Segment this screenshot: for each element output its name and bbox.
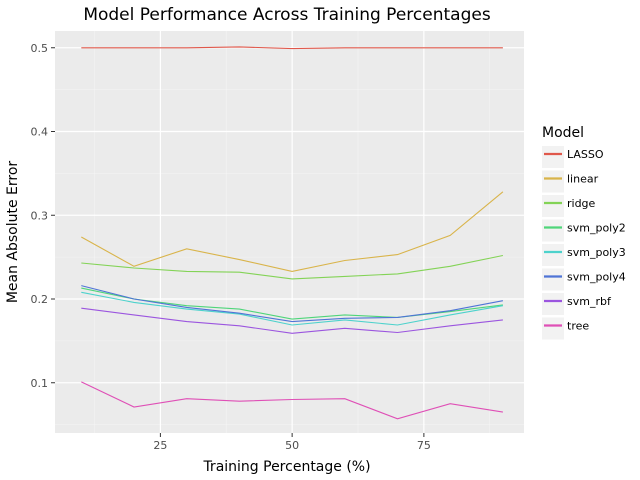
x-tick-label: 50: [285, 439, 299, 452]
legend-key-linear: [542, 170, 564, 193]
legend-title: Model: [542, 125, 584, 141]
series-line-linear: [81, 191, 504, 272]
series-line-LASSO: [81, 46, 503, 50]
legend-label-linear: linear: [567, 173, 599, 186]
legend-label-LASSO: LASSO: [567, 148, 604, 161]
series-line-svm_poly4: [81, 285, 504, 323]
series-lines: [81, 46, 504, 420]
series-line-tree: [81, 381, 503, 420]
legend: Model LASSO linear ridge svm_poly2 svm_poly3…: [542, 125, 626, 340]
legend-key-tree: [542, 317, 564, 340]
legend-label-ridge: ridge: [567, 197, 596, 210]
series-line-svm_rbf: [81, 307, 503, 334]
series-line-svm_poly3: [81, 291, 503, 326]
y-tick-label: 0.1: [31, 377, 49, 390]
y-tick-label: 0.5: [31, 42, 49, 55]
legend-label-svm_poly4: svm_poly4: [567, 271, 626, 284]
x-tick-label: 25: [153, 439, 167, 452]
legend-key-svm_rbf: [542, 293, 564, 315]
legend-key-LASSO: [542, 146, 564, 168]
legend-key-svm_poly4: [542, 268, 564, 291]
series-line-svm_poly2: [81, 287, 503, 320]
legend-label-svm_poly3: svm_poly3: [567, 246, 626, 259]
legend-label-svm_poly2: svm_poly2: [567, 222, 626, 235]
legend-label-svm_rbf: svm_rbf: [567, 295, 612, 308]
x-axis-title: Training Percentage (%): [202, 459, 370, 475]
legend-key-ridge: [542, 195, 564, 217]
grid: [55, 31, 524, 433]
legend-key-svm_poly2: [542, 219, 564, 242]
legend-label-tree: tree: [567, 320, 589, 333]
legend-key-svm_poly3: [542, 244, 564, 266]
y-axis-title: Mean Absolute Error: [5, 161, 21, 304]
y-tick-label: 0.3: [31, 209, 49, 222]
x-tick-label: 75: [417, 439, 431, 452]
y-tick-label: 0.2: [31, 293, 49, 306]
axis-ticks: 25 50 75 0.1 0.2 0.3 0.4 0.5: [31, 42, 431, 452]
y-tick-label: 0.4: [31, 126, 49, 139]
chart-title: Model Performance Across Training Percen…: [83, 5, 491, 25]
plot-panel: [55, 31, 524, 433]
series-line-ridge: [81, 254, 504, 280]
